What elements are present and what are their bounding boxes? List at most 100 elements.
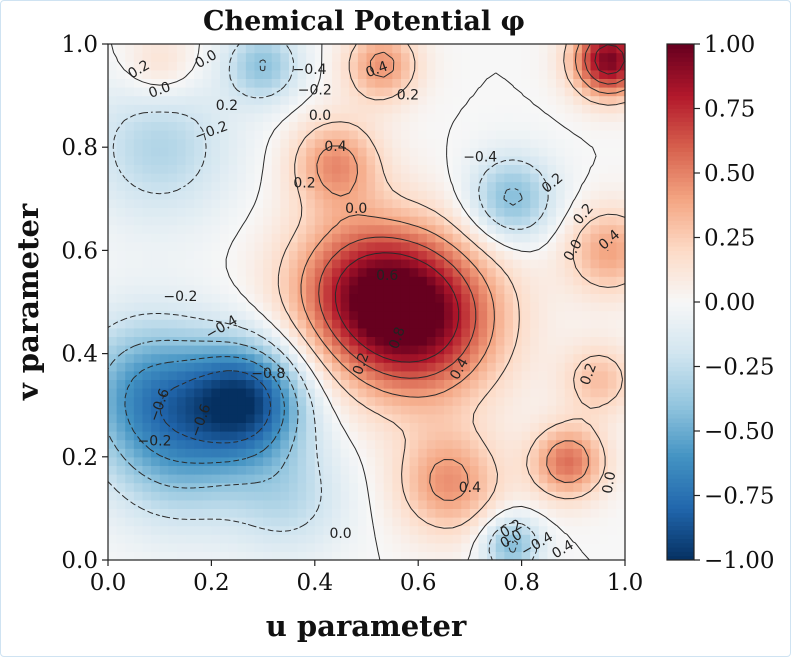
heatmap-cell: [297, 456, 307, 466]
heatmap-cell: [185, 353, 195, 363]
heatmap-cell: [444, 517, 454, 527]
heatmap-cell: [108, 216, 118, 226]
heatmap-cell: [599, 61, 609, 71]
heatmap-cell: [133, 422, 144, 432]
heatmap-cell: [400, 456, 411, 466]
heatmap-cell: [538, 293, 549, 303]
heatmap-cell: [357, 499, 368, 509]
heatmap-cell: [168, 121, 178, 131]
heatmap-cell: [357, 422, 368, 432]
colorbar-segment: [667, 65, 694, 71]
heatmap-cell: [599, 250, 609, 260]
heatmap-cell: [461, 362, 471, 372]
heatmap-cell: [297, 542, 307, 552]
heatmap-cell: [357, 542, 368, 552]
heatmap-cell: [211, 155, 221, 165]
heatmap-cell: [478, 491, 488, 501]
heatmap-cell: [176, 284, 187, 294]
heatmap-cell: [340, 87, 350, 97]
heatmap-cell: [392, 388, 402, 398]
heatmap-cell: [375, 44, 385, 54]
heatmap-cell: [159, 207, 169, 217]
heatmap-cell: [383, 456, 393, 466]
heatmap-cell: [400, 474, 411, 484]
heatmap-cell: [314, 456, 325, 466]
heatmap-cell: [487, 44, 497, 54]
heatmap-cell: [194, 310, 204, 320]
heatmap-cell: [538, 87, 549, 97]
heatmap-cell: [607, 379, 617, 389]
heatmap-cell: [108, 353, 118, 363]
colorbar-segment: [667, 155, 694, 161]
heatmap-cell: [263, 508, 273, 518]
heatmap-cell: [245, 104, 256, 114]
heatmap-cell: [366, 465, 376, 475]
heatmap-cell: [504, 551, 514, 561]
heatmap-cell: [314, 198, 325, 208]
heatmap-cell: [142, 474, 152, 484]
heatmap-cell: [332, 517, 342, 527]
heatmap-cell: [556, 233, 566, 243]
heatmap-cell: [357, 61, 368, 71]
heatmap-cell: [616, 216, 626, 226]
heatmap-cell: [599, 405, 609, 415]
heatmap-cell: [263, 173, 273, 183]
heatmap-cell: [349, 173, 359, 183]
heatmap-cell: [220, 104, 230, 114]
heatmap-cell: [211, 190, 221, 200]
heatmap-cell: [607, 422, 617, 432]
heatmap-cell: [168, 456, 178, 466]
heatmap-cell: [400, 121, 411, 131]
heatmap-cell: [254, 362, 264, 372]
heatmap-cell: [332, 87, 342, 97]
heatmap-cell: [590, 164, 600, 174]
heatmap-cell: [194, 517, 204, 527]
heatmap-cell: [581, 87, 592, 97]
heatmap-cell: [478, 379, 488, 389]
heatmap-cell: [599, 413, 609, 423]
heatmap-cell: [452, 345, 462, 355]
heatmap-cell: [142, 353, 152, 363]
heatmap-cell: [280, 302, 290, 312]
heatmap-cell: [538, 284, 549, 294]
heatmap-cell: [176, 482, 187, 492]
heatmap-cell: [530, 525, 540, 535]
heatmap-cell: [366, 517, 376, 527]
heatmap-cell: [202, 319, 212, 329]
heatmap-cell: [521, 353, 531, 363]
heatmap-cell: [504, 431, 514, 441]
heatmap-cell: [237, 190, 247, 200]
heatmap-cell: [323, 112, 333, 122]
heatmap-cell: [461, 44, 471, 54]
heatmap-cell: [495, 138, 505, 148]
heatmap-cell: [366, 482, 376, 492]
heatmap-cell: [254, 78, 264, 88]
heatmap-cell: [418, 319, 428, 329]
heatmap-cell: [220, 491, 230, 501]
heatmap-cell: [288, 293, 299, 303]
heatmap-cell: [142, 112, 152, 122]
heatmap-cell: [495, 198, 505, 208]
heatmap-cell: [245, 456, 256, 466]
heatmap-cell: [314, 310, 325, 320]
heatmap-cell: [245, 302, 256, 312]
heatmap-cell: [616, 551, 626, 561]
heatmap-cell: [607, 413, 617, 423]
heatmap-cell: [590, 87, 600, 97]
heatmap-cell: [323, 121, 333, 131]
heatmap-cell: [271, 405, 281, 415]
colorbar-segment: [667, 405, 694, 410]
heatmap-cell: [116, 233, 126, 243]
heatmap-cell: [512, 525, 523, 535]
heatmap-cell: [547, 267, 557, 277]
heatmap-cell: [168, 138, 178, 148]
heatmap-cell: [547, 474, 557, 484]
heatmap-cell: [159, 241, 169, 251]
heatmap-cell: [547, 413, 557, 423]
heatmap-cell: [332, 551, 342, 561]
heatmap-cell: [400, 284, 411, 294]
heatmap-cell: [220, 413, 230, 423]
heatmap-cell: [383, 405, 393, 415]
heatmap-cell: [487, 130, 497, 140]
heatmap-cell: [288, 44, 299, 54]
